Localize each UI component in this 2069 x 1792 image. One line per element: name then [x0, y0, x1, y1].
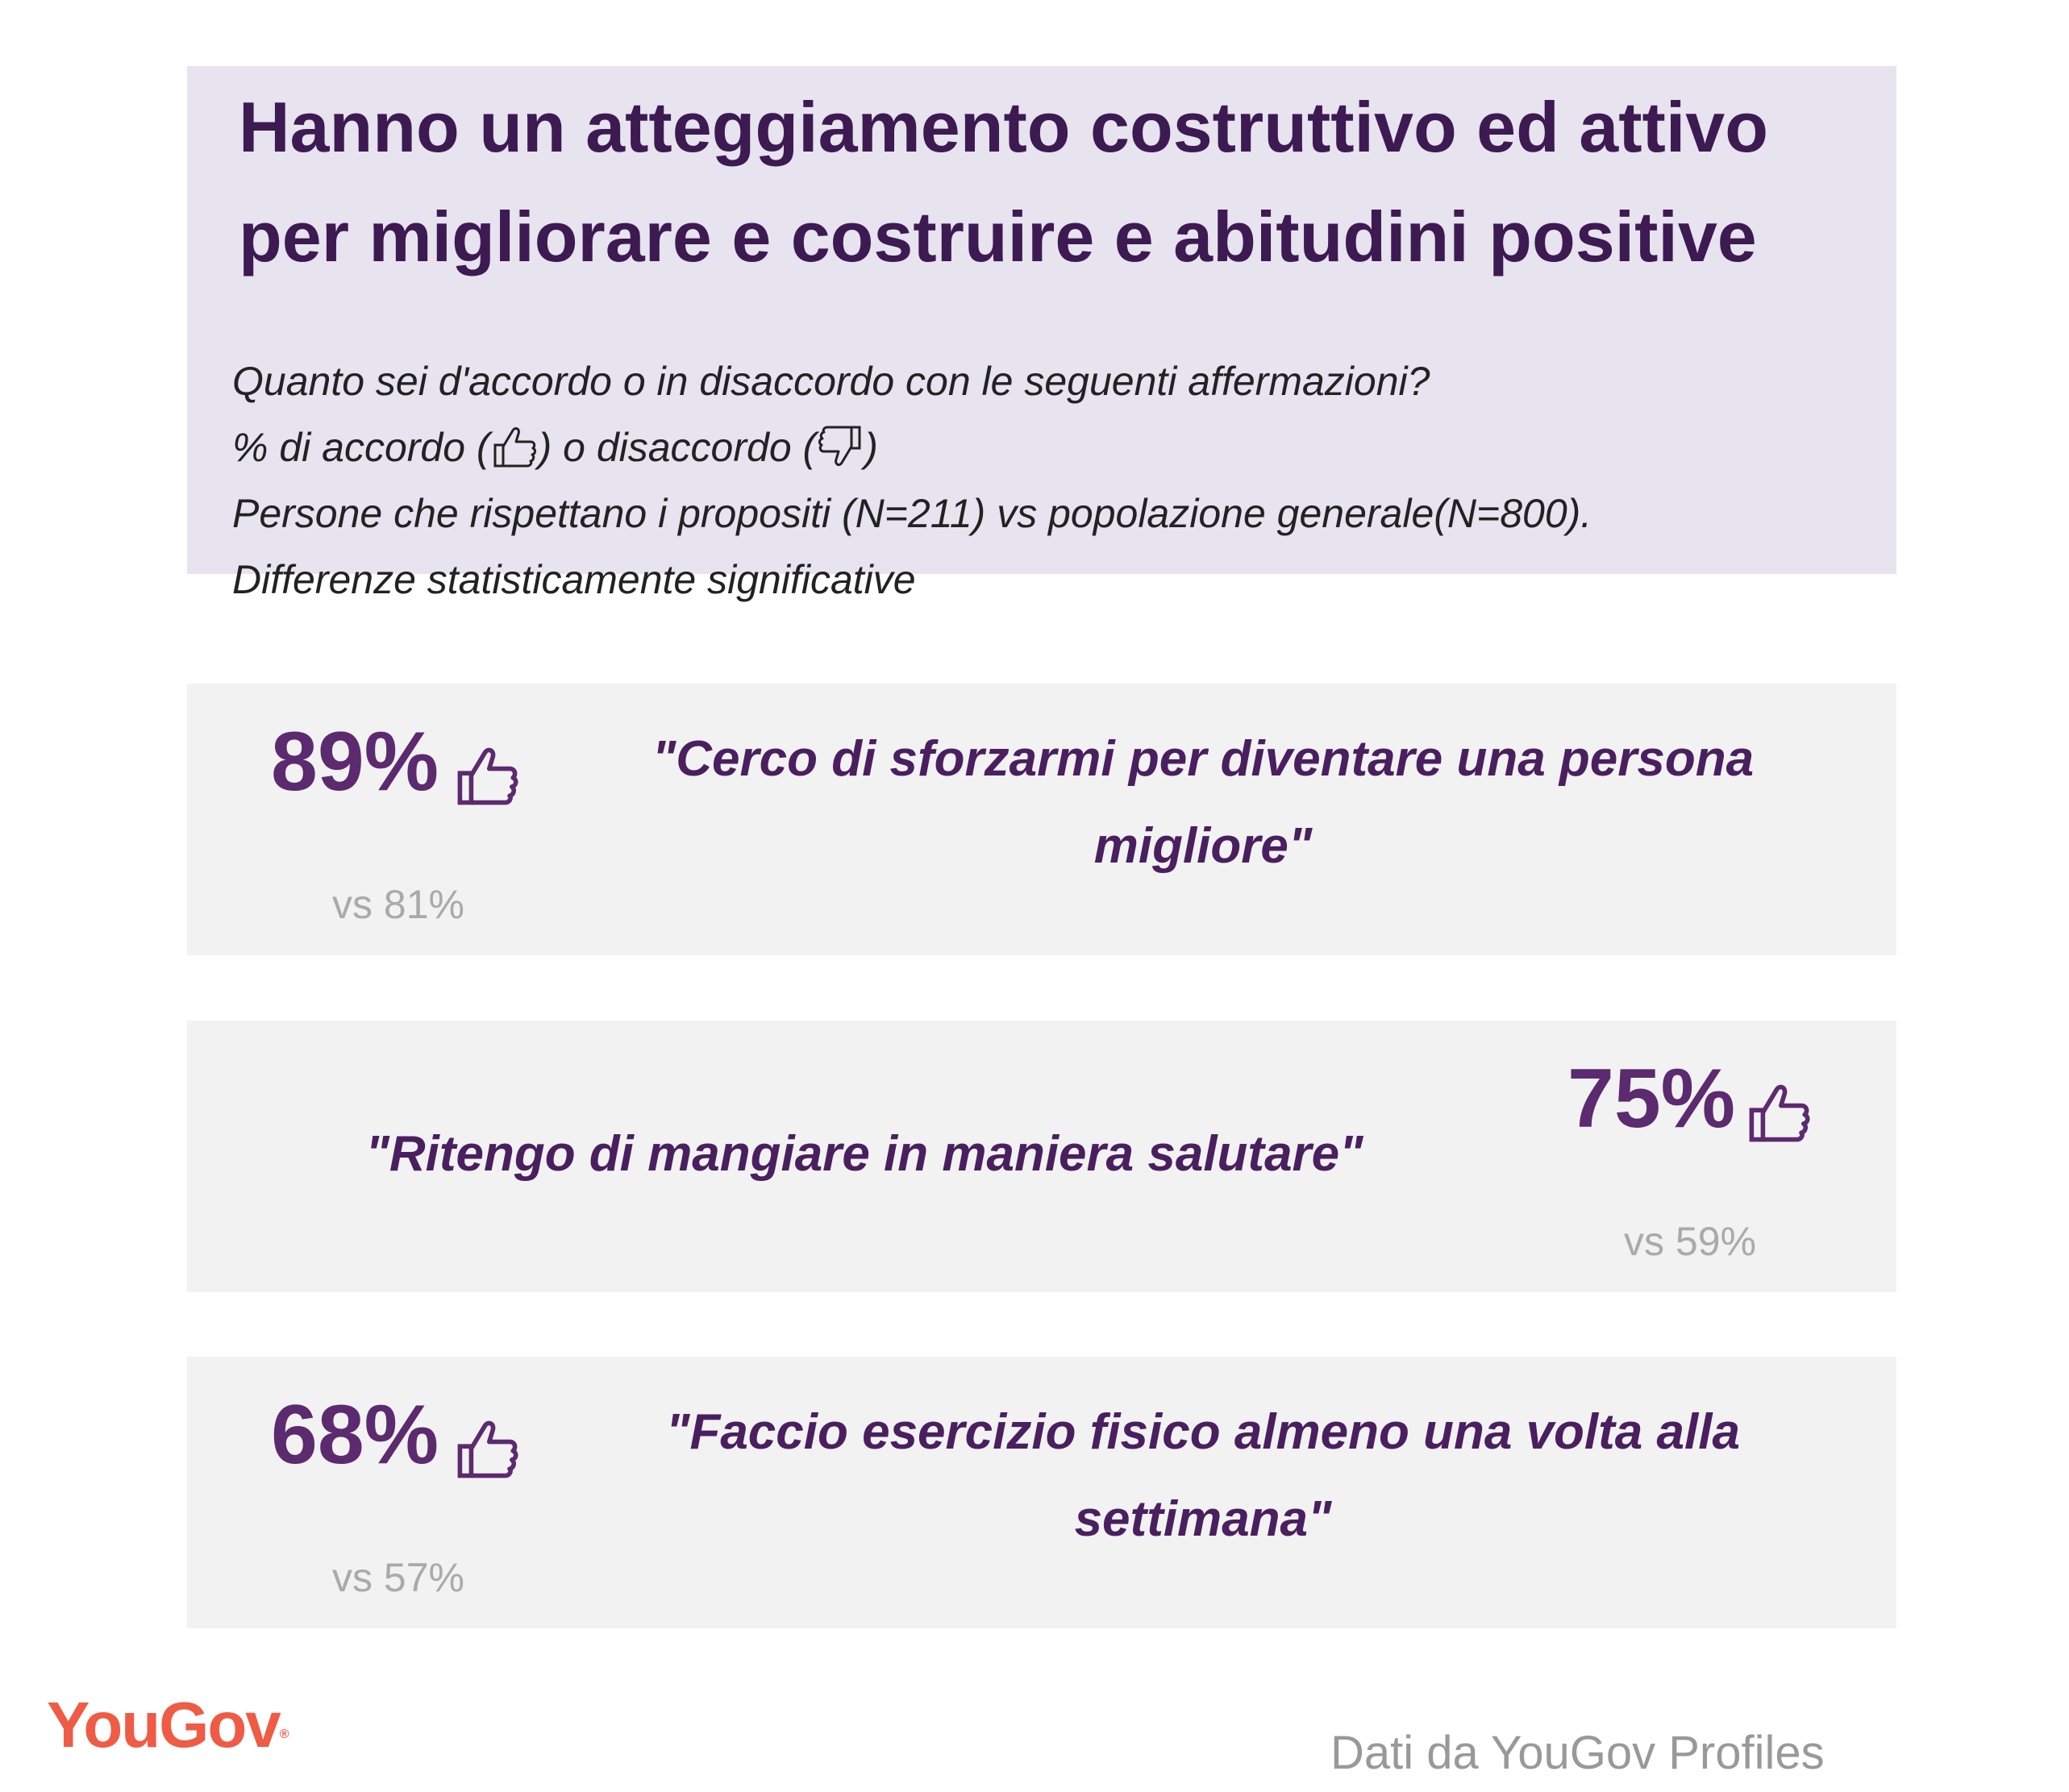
thumbs-down-outline-icon — [818, 426, 861, 467]
comparison-value: vs 59% — [1624, 1219, 1756, 1264]
logo-text: YouGov — [47, 1689, 281, 1761]
stat-percent: 68% — [271, 1388, 439, 1482]
yougov-logo: YouGov® — [47, 1685, 289, 1765]
statement-quote: "Faccio esercizio fisico almeno una volt… — [666, 1404, 1740, 1547]
header-panel: Hanno un atteggiamento costruttivo ed at… — [187, 66, 1896, 602]
stat-card-2: "Ritengo di mangiare in maniera salutare… — [187, 1021, 1896, 1292]
sample-text: Persone che rispettano i propositi (N=21… — [232, 491, 1592, 536]
stat-card-1: 89% vs 81% "Cerco di sforzarmi per diven… — [187, 684, 1896, 955]
thumbs-up-outline-icon — [493, 426, 536, 468]
comparison-value: vs 81% — [332, 882, 464, 927]
source-note: Dati da YouGov Profiles — [1330, 1727, 1825, 1779]
thumbs-up-icon — [457, 747, 518, 805]
legend-suffix: ) — [864, 425, 878, 470]
stat-card-3: 68% vs 57% "Faccio esercizio fisico alme… — [187, 1357, 1896, 1628]
legend-text: % di accordo ( ) o disaccordo ( ) — [232, 414, 1877, 480]
thumbs-up-icon — [1749, 1084, 1810, 1142]
stat-percent: 75% — [1567, 1052, 1736, 1145]
note-text: Differenze statisticamente significative — [232, 557, 916, 602]
thumbs-up-icon — [457, 1420, 518, 1478]
statement-quote: "Ritengo di mangiare in maniera salutare… — [365, 1126, 1363, 1182]
stat-percent: 89% — [271, 715, 439, 809]
comparison-value: vs 57% — [332, 1555, 464, 1600]
page-title: Hanno un atteggiamento costruttivo ed at… — [239, 87, 1768, 276]
legend-mid: ) o disaccordo ( — [538, 425, 817, 470]
legend-prefix: % di accordo ( — [232, 425, 490, 470]
question-text: Quanto sei d'accordo o in disaccordo con… — [232, 359, 1430, 404]
statement-quote: "Cerco di sforzarmi per diventare una pe… — [652, 731, 1755, 874]
logo-registered-mark: ® — [279, 1728, 289, 1741]
